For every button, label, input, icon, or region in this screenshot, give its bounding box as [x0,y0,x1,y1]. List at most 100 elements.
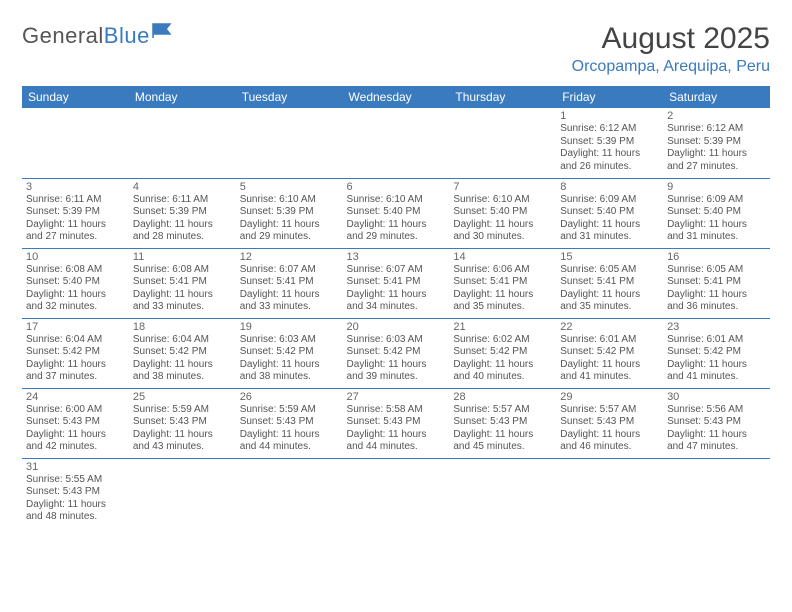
sunset-line: Sunset: 5:40 PM [453,206,552,219]
daylight-line: Daylight: 11 hours and 29 minutes. [347,219,446,244]
sunrise-line: Sunrise: 6:11 AM [26,194,125,207]
day-number: 15 [560,251,659,263]
daylight-line: Daylight: 11 hours and 26 minutes. [560,148,659,173]
day-number: 24 [26,391,125,403]
sunrise-line: Sunrise: 5:59 AM [240,404,339,417]
calendar-cell [343,458,450,528]
day-header: Saturday [663,86,770,108]
sunset-line: Sunset: 5:42 PM [26,346,125,359]
calendar-row: 3Sunrise: 6:11 AMSunset: 5:39 PMDaylight… [22,178,770,248]
sunrise-line: Sunrise: 6:08 AM [133,264,232,277]
sunset-line: Sunset: 5:41 PM [347,276,446,289]
sunset-line: Sunset: 5:40 PM [667,206,766,219]
calendar-cell: 22Sunrise: 6:01 AMSunset: 5:42 PMDayligh… [556,318,663,388]
day-number: 30 [667,391,766,403]
daylight-line: Daylight: 11 hours and 28 minutes. [133,219,232,244]
day-number: 25 [133,391,232,403]
sunset-line: Sunset: 5:40 PM [560,206,659,219]
day-number: 3 [26,181,125,193]
logo: GeneralBlue [22,22,174,50]
daylight-line: Daylight: 11 hours and 27 minutes. [26,219,125,244]
calendar-cell: 25Sunrise: 5:59 AMSunset: 5:43 PMDayligh… [129,388,236,458]
calendar-cell: 7Sunrise: 6:10 AMSunset: 5:40 PMDaylight… [449,178,556,248]
daylight-line: Daylight: 11 hours and 35 minutes. [453,289,552,314]
sunrise-line: Sunrise: 6:10 AM [240,194,339,207]
sunrise-line: Sunrise: 6:09 AM [667,194,766,207]
sunrise-line: Sunrise: 5:57 AM [560,404,659,417]
day-number: 10 [26,251,125,263]
sunset-line: Sunset: 5:42 PM [347,346,446,359]
sunrise-line: Sunrise: 6:03 AM [347,334,446,347]
sunset-line: Sunset: 5:41 PM [560,276,659,289]
sunrise-line: Sunrise: 5:57 AM [453,404,552,417]
day-header: Friday [556,86,663,108]
calendar-cell: 21Sunrise: 6:02 AMSunset: 5:42 PMDayligh… [449,318,556,388]
calendar-cell: 2Sunrise: 6:12 AMSunset: 5:39 PMDaylight… [663,108,770,178]
sunset-line: Sunset: 5:40 PM [347,206,446,219]
sunrise-line: Sunrise: 6:12 AM [667,123,766,136]
sunrise-line: Sunrise: 6:12 AM [560,123,659,136]
sunset-line: Sunset: 5:39 PM [667,136,766,149]
daylight-line: Daylight: 11 hours and 32 minutes. [26,289,125,314]
day-header: Thursday [449,86,556,108]
day-number: 12 [240,251,339,263]
calendar-header-row: Sunday Monday Tuesday Wednesday Thursday… [22,86,770,108]
logo-text-general: General [22,23,104,49]
daylight-line: Daylight: 11 hours and 38 minutes. [240,359,339,384]
daylight-line: Daylight: 11 hours and 33 minutes. [133,289,232,314]
sunset-line: Sunset: 5:41 PM [240,276,339,289]
sunset-line: Sunset: 5:39 PM [133,206,232,219]
calendar-cell [449,108,556,178]
calendar-cell: 12Sunrise: 6:07 AMSunset: 5:41 PMDayligh… [236,248,343,318]
sunrise-line: Sunrise: 6:08 AM [26,264,125,277]
calendar-cell: 5Sunrise: 6:10 AMSunset: 5:39 PMDaylight… [236,178,343,248]
sunset-line: Sunset: 5:42 PM [667,346,766,359]
daylight-line: Daylight: 11 hours and 41 minutes. [667,359,766,384]
sunset-line: Sunset: 5:43 PM [453,416,552,429]
daylight-line: Daylight: 11 hours and 34 minutes. [347,289,446,314]
sunset-line: Sunset: 5:43 PM [26,486,125,499]
day-number: 23 [667,321,766,333]
sunrise-line: Sunrise: 6:06 AM [453,264,552,277]
sunset-line: Sunset: 5:42 PM [560,346,659,359]
sunset-line: Sunset: 5:41 PM [667,276,766,289]
sunset-line: Sunset: 5:43 PM [560,416,659,429]
header: GeneralBlue August 2025 Orcopampa, Arequ… [22,22,770,76]
sunrise-line: Sunrise: 5:59 AM [133,404,232,417]
calendar-cell: 28Sunrise: 5:57 AMSunset: 5:43 PMDayligh… [449,388,556,458]
calendar-row: 31Sunrise: 5:55 AMSunset: 5:43 PMDayligh… [22,458,770,528]
day-header: Wednesday [343,86,450,108]
day-number: 5 [240,181,339,193]
daylight-line: Daylight: 11 hours and 41 minutes. [560,359,659,384]
calendar-cell: 18Sunrise: 6:04 AMSunset: 5:42 PMDayligh… [129,318,236,388]
calendar-row: 24Sunrise: 6:00 AMSunset: 5:43 PMDayligh… [22,388,770,458]
calendar-cell: 27Sunrise: 5:58 AMSunset: 5:43 PMDayligh… [343,388,450,458]
sunrise-line: Sunrise: 6:04 AM [26,334,125,347]
calendar-cell: 13Sunrise: 6:07 AMSunset: 5:41 PMDayligh… [343,248,450,318]
calendar-cell: 30Sunrise: 5:56 AMSunset: 5:43 PMDayligh… [663,388,770,458]
daylight-line: Daylight: 11 hours and 36 minutes. [667,289,766,314]
calendar-row: 10Sunrise: 6:08 AMSunset: 5:40 PMDayligh… [22,248,770,318]
sunset-line: Sunset: 5:42 PM [453,346,552,359]
sunrise-line: Sunrise: 6:07 AM [347,264,446,277]
calendar-cell [236,108,343,178]
sunrise-line: Sunrise: 6:11 AM [133,194,232,207]
logo-flag-icon [152,22,174,40]
sunrise-line: Sunrise: 6:05 AM [667,264,766,277]
calendar-cell: 24Sunrise: 6:00 AMSunset: 5:43 PMDayligh… [22,388,129,458]
sunrise-line: Sunrise: 6:00 AM [26,404,125,417]
daylight-line: Daylight: 11 hours and 30 minutes. [453,219,552,244]
calendar-cell: 14Sunrise: 6:06 AMSunset: 5:41 PMDayligh… [449,248,556,318]
calendar-cell: 10Sunrise: 6:08 AMSunset: 5:40 PMDayligh… [22,248,129,318]
title-block: August 2025 Orcopampa, Arequipa, Peru [572,22,770,76]
sunrise-line: Sunrise: 6:01 AM [667,334,766,347]
daylight-line: Daylight: 11 hours and 33 minutes. [240,289,339,314]
day-header: Monday [129,86,236,108]
calendar-cell: 31Sunrise: 5:55 AMSunset: 5:43 PMDayligh… [22,458,129,528]
month-title: August 2025 [572,22,770,56]
calendar-body: 1Sunrise: 6:12 AMSunset: 5:39 PMDaylight… [22,108,770,528]
daylight-line: Daylight: 11 hours and 38 minutes. [133,359,232,384]
calendar-cell: 9Sunrise: 6:09 AMSunset: 5:40 PMDaylight… [663,178,770,248]
day-number: 8 [560,181,659,193]
day-header: Tuesday [236,86,343,108]
